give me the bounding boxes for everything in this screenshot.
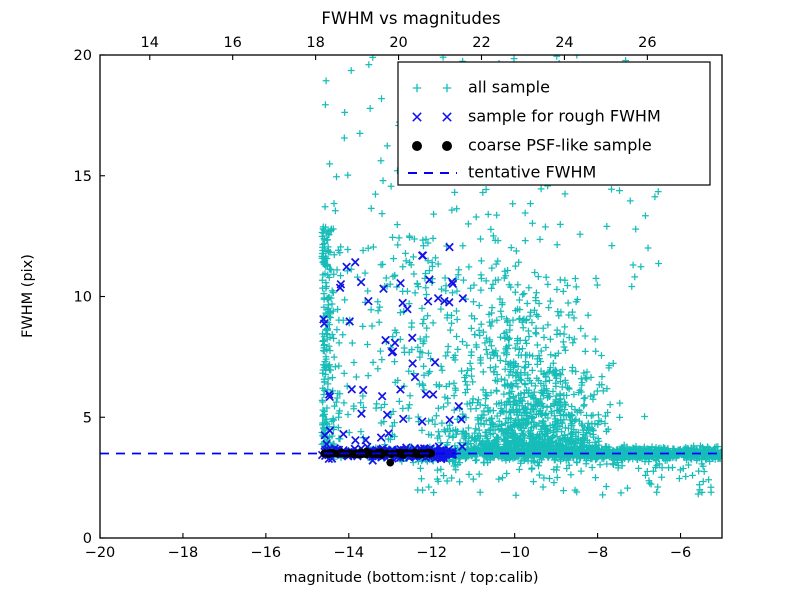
x-tick-label-top: 26 bbox=[638, 35, 656, 51]
legend-item[interactable]: all sample bbox=[412, 78, 550, 97]
legend-plus-icon bbox=[412, 83, 452, 93]
x-tick-label-top: 24 bbox=[555, 35, 573, 51]
y-tick-label: 10 bbox=[74, 290, 92, 306]
x-axis-label: magnitude (bottom:isnt / top:calib) bbox=[283, 570, 538, 586]
legend-label: all sample bbox=[468, 78, 550, 97]
x-tick-label-top: 20 bbox=[389, 35, 407, 51]
x-tick-label-top: 22 bbox=[472, 35, 490, 51]
legend-item[interactable]: tentative FWHM bbox=[408, 163, 596, 182]
x-axis-top-ticks: 14 16 18 20 22 24 26 bbox=[141, 35, 657, 60]
legend-label: tentative FWHM bbox=[468, 163, 596, 182]
legend-frame bbox=[397, 61, 711, 186]
y-tick-label: 20 bbox=[74, 48, 92, 64]
legend-circle-icon bbox=[412, 141, 452, 151]
chart-title: FWHM vs magnitudes bbox=[321, 9, 500, 28]
y-axis-ticks: 0 5 10 15 20 bbox=[74, 48, 105, 547]
y-tick-label: 5 bbox=[83, 410, 92, 426]
x-tick-label-bottom: −14 bbox=[333, 545, 364, 561]
x-tick-label-bottom: −16 bbox=[251, 545, 282, 561]
y-axis-label: FWHM (pix) bbox=[20, 254, 36, 338]
legend-item[interactable]: coarse PSF-like sample bbox=[412, 136, 652, 155]
x-tick-label-top: 16 bbox=[223, 35, 241, 51]
x-axis-bottom-ticks: −20 −18 −16 −14 −12 −10 −8 −6 bbox=[85, 533, 691, 561]
x-tick-label-top: 18 bbox=[306, 35, 324, 51]
x-tick-label-bottom: −12 bbox=[416, 545, 447, 561]
x-tick-label-bottom: −6 bbox=[670, 545, 691, 561]
x-tick-label-bottom: −20 bbox=[85, 545, 116, 561]
x-tick-label-bottom: −18 bbox=[168, 545, 199, 561]
x-tick-label-bottom: −10 bbox=[499, 545, 530, 561]
x-tick-label-bottom: −8 bbox=[587, 545, 608, 561]
y-tick-label: 0 bbox=[83, 531, 92, 547]
x-tick-label-top: 14 bbox=[141, 35, 159, 51]
legend-label: sample for rough FWHM bbox=[468, 107, 661, 126]
legend-item[interactable]: sample for rough FWHM bbox=[412, 107, 661, 126]
legend[interactable]: all sample sample for rough FWHM coarse PS… bbox=[397, 61, 711, 186]
legend-cross-icon bbox=[412, 112, 452, 122]
y-tick-label: 15 bbox=[74, 169, 92, 185]
legend-label: coarse PSF-like sample bbox=[468, 136, 652, 155]
